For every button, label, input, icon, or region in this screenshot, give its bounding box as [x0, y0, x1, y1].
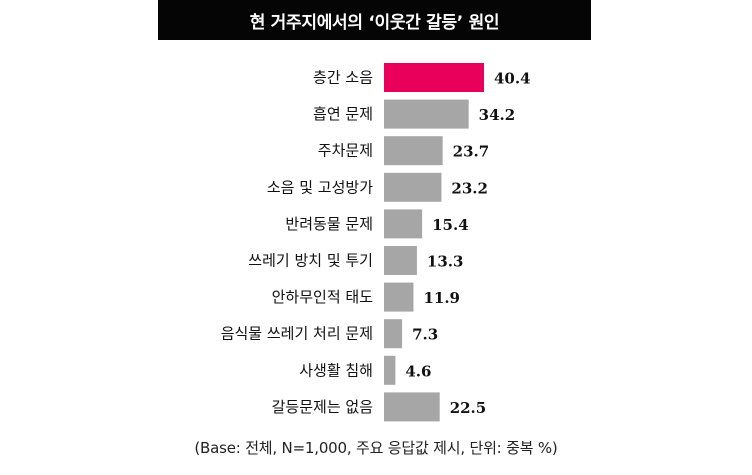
category-label: 주차문제 [318, 142, 373, 160]
value-label: 15.4 [432, 216, 469, 234]
category-label: 소음 및 고성방가 [267, 178, 373, 196]
category-label: 갈등문제는 없음 [272, 398, 373, 416]
bar [384, 283, 413, 312]
value-label: 34.2 [479, 106, 516, 124]
value-label: 22.5 [450, 399, 487, 417]
category-label: 반려동물 문제 [285, 215, 373, 233]
bar [384, 63, 484, 92]
bar [384, 319, 402, 348]
value-label: 13.3 [427, 253, 464, 271]
bar [384, 246, 417, 275]
bar [384, 100, 469, 129]
category-label: 음식물 쓰레기 처리 문제 [221, 325, 373, 343]
value-label: 23.2 [451, 179, 488, 197]
category-label: 쓰레기 방치 및 투기 [248, 252, 373, 270]
value-label: 40.4 [494, 70, 531, 88]
value-label: 23.7 [453, 143, 490, 161]
bar [384, 136, 443, 165]
category-label: 흡연 문제 [313, 105, 373, 123]
value-label: 4.6 [405, 362, 431, 380]
category-label: 층간 소음 [313, 69, 373, 87]
bar [384, 392, 440, 421]
bar [384, 356, 395, 385]
category-label: 사생활 침해 [299, 361, 373, 379]
bar [384, 173, 441, 202]
bar [384, 209, 422, 238]
category-label: 안하무인적 태도 [272, 288, 374, 306]
value-label: 7.3 [412, 326, 438, 344]
chart-footnote: (Base: 전체, N=1,000, 주요 응답값 제시, 단위: 중복 %) [0, 437, 752, 458]
value-label: 11.9 [423, 289, 460, 307]
